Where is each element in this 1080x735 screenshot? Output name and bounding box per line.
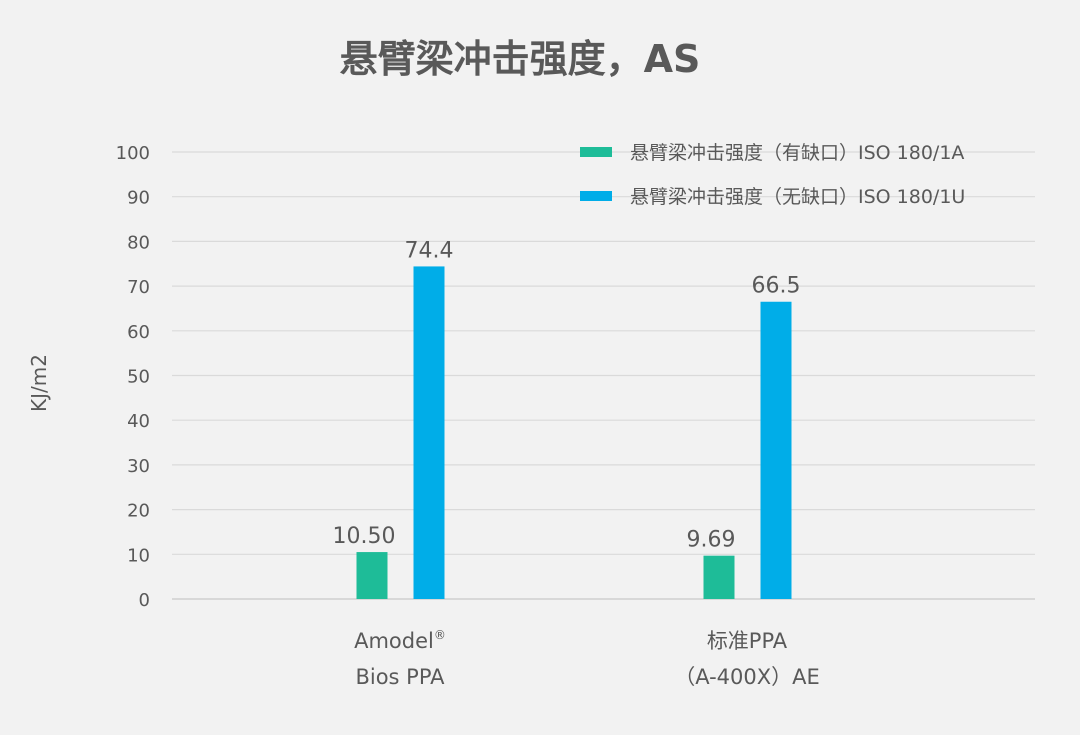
chart-title: 悬臂梁冲击强度，AS bbox=[340, 37, 701, 81]
data-label-series2-cat1: 74.4 bbox=[405, 238, 454, 263]
y-tick-label-50: 50 bbox=[127, 367, 150, 388]
y-tick-label-70: 70 bbox=[127, 277, 150, 298]
data-labels: 10.50 9.69 74.4 66.5 bbox=[333, 238, 801, 552]
y-tick-label-60: 60 bbox=[127, 322, 150, 343]
x-axis-categories: Amodel® Bios PPA 标准PPA （A-400X）AE bbox=[354, 628, 820, 689]
legend-label-2: 悬臂梁冲击强度（无缺口）ISO 180/1U bbox=[630, 186, 965, 208]
legend-swatch-1 bbox=[580, 147, 612, 157]
legend: 悬臂梁冲击强度（有缺口）ISO 180/1A 悬臂梁冲击强度（无缺口）ISO 18… bbox=[580, 142, 965, 208]
y-tick-label-0: 0 bbox=[139, 590, 150, 611]
legend-swatch-2 bbox=[580, 191, 612, 201]
registered-trademark-symbol: ® bbox=[434, 628, 446, 642]
category-label-1-line-1: Amodel® bbox=[354, 628, 446, 653]
y-tick-label-90: 90 bbox=[127, 188, 150, 209]
bars bbox=[356, 266, 792, 599]
data-label-series1-cat1: 10.50 bbox=[333, 524, 396, 549]
bar-series1-cat2 bbox=[703, 555, 735, 599]
y-tick-label-10: 10 bbox=[127, 545, 150, 566]
data-label-series1-cat2: 9.69 bbox=[687, 528, 736, 553]
category-label-2-line-2: （A-400X）AE bbox=[674, 665, 820, 689]
y-tick-label-40: 40 bbox=[127, 411, 150, 432]
y-tick-label-20: 20 bbox=[127, 501, 150, 522]
y-axis-label: KJ/m2 bbox=[27, 354, 51, 412]
y-tick-label-80: 80 bbox=[127, 232, 150, 253]
bar-series1-cat1 bbox=[356, 552, 388, 599]
legend-label-1: 悬臂梁冲击强度（有缺口）ISO 180/1A bbox=[630, 142, 964, 164]
bar-series2-cat2 bbox=[760, 301, 792, 599]
y-axis-ticks: 0 10 20 30 40 50 60 70 80 90 100 bbox=[116, 143, 150, 611]
category-label-1-line-2: Bios PPA bbox=[355, 665, 445, 689]
bar-series2-cat1 bbox=[413, 266, 445, 599]
data-label-series2-cat2: 66.5 bbox=[752, 274, 801, 299]
category-label-2-line-1: 标准PPA bbox=[707, 629, 788, 653]
y-tick-label-30: 30 bbox=[127, 456, 150, 477]
y-tick-label-100: 100 bbox=[116, 143, 150, 164]
gridlines bbox=[172, 151, 1035, 600]
